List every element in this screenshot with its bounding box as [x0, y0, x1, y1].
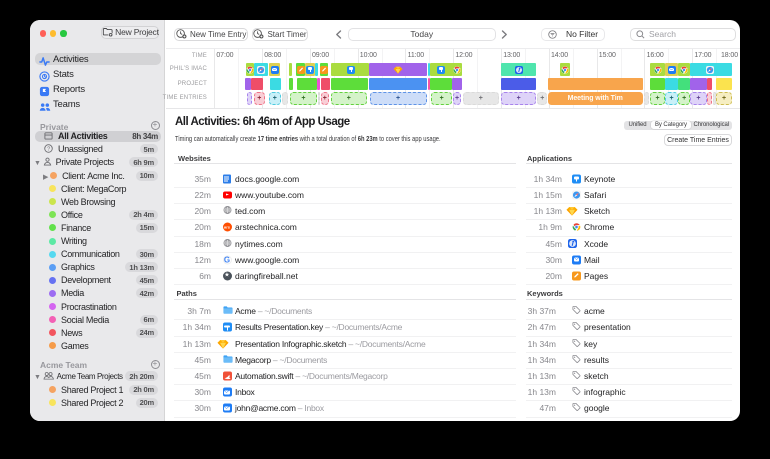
svg-text:?: ? — [47, 147, 50, 153]
